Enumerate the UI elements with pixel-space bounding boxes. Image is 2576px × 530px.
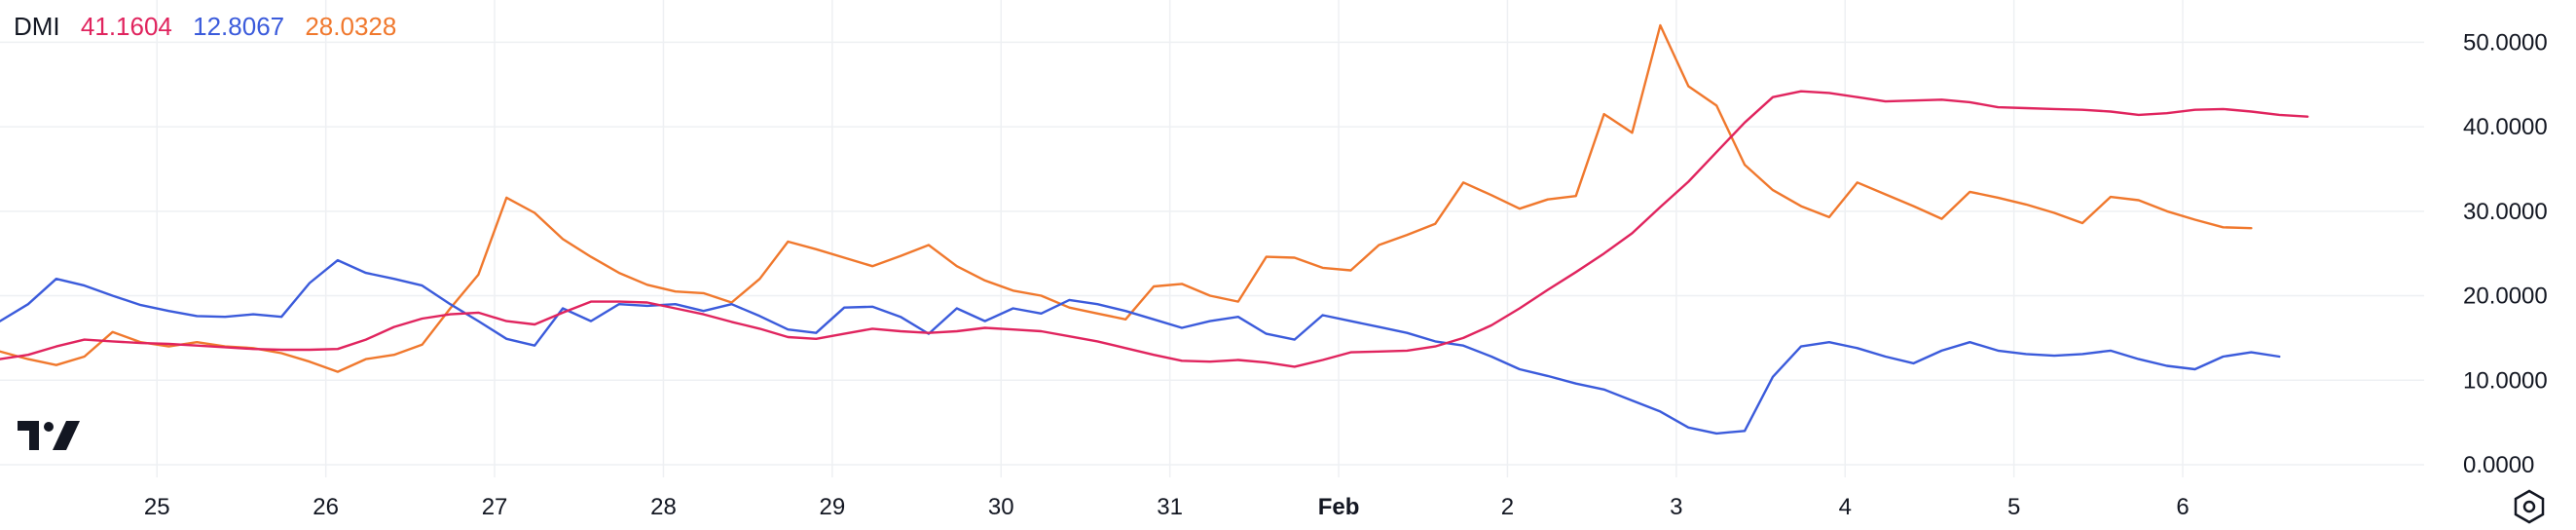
indicator-name: DMI [14, 12, 60, 41]
grid-lines [0, 0, 2424, 477]
x-tick-label: Feb [1318, 494, 1360, 520]
series-line-plus-di [0, 23, 2253, 373]
x-tick-label: 27 [482, 494, 508, 520]
minus-di-value: 12.8067 [193, 12, 285, 41]
x-tick-label: 2 [1501, 494, 1514, 520]
series-line-minus-di [0, 258, 2281, 435]
legend: DMI 41.1604 12.8067 28.0328 [14, 12, 410, 42]
y-tick-label: 20.0000 [2463, 284, 2548, 310]
x-axis: 25 26 27 28 29 30 31 Feb 2 3 4 5 6 [144, 494, 2190, 520]
x-tick-label: 6 [2176, 494, 2189, 520]
series-lines [0, 23, 2309, 435]
y-tick-label: 40.0000 [2463, 114, 2548, 140]
adx-value: 41.1604 [80, 12, 172, 41]
x-tick-label: 4 [1839, 494, 1852, 520]
series-line-adx [0, 90, 2309, 368]
x-tick-label: 3 [1670, 494, 1682, 520]
y-axis: 0.0000 10.0000 20.0000 30.0000 40.0000 50.000… [2463, 29, 2548, 478]
x-tick-label: 30 [988, 494, 1014, 520]
settings-gear-icon[interactable] [2512, 489, 2547, 524]
y-tick-label: 50.0000 [2463, 29, 2548, 56]
tradingview-logo-icon[interactable] [18, 419, 80, 452]
x-tick-label: 5 [2007, 494, 2020, 520]
x-tick-label: 28 [650, 494, 677, 520]
x-tick-label: 25 [144, 494, 170, 520]
y-tick-label: 0.0000 [2463, 452, 2534, 478]
x-tick-label: 29 [820, 494, 846, 520]
x-tick-label: 26 [313, 494, 339, 520]
y-tick-label: 10.0000 [2463, 367, 2548, 394]
plus-di-value: 28.0328 [305, 12, 397, 41]
x-tick-label: 31 [1157, 494, 1183, 520]
y-tick-label: 30.0000 [2463, 199, 2548, 225]
